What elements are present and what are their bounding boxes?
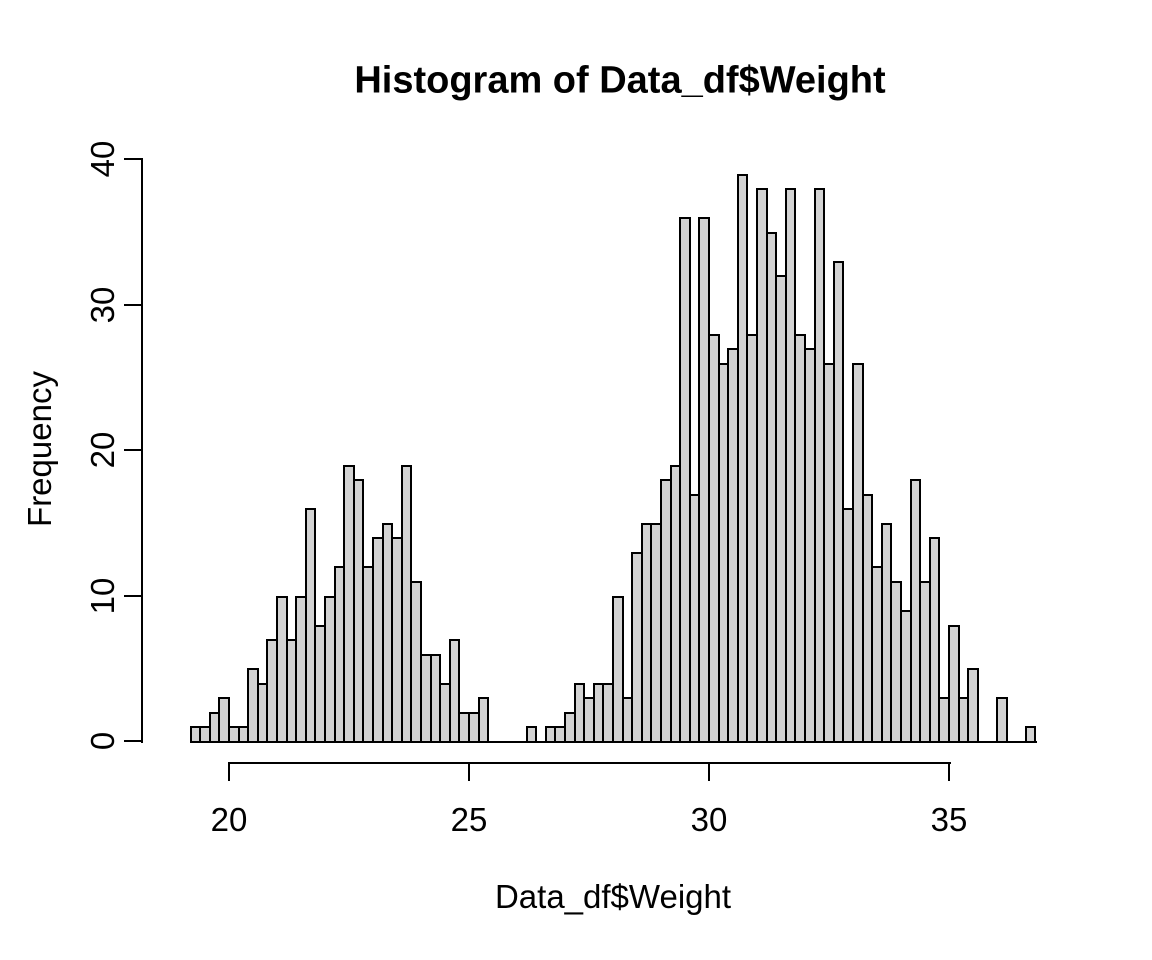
x-tick-label: 20: [210, 801, 248, 838]
histogram-bar: [832, 260, 845, 743]
histogram-bar: [218, 697, 230, 743]
y-tick-label: 0: [84, 731, 121, 751]
y-tick: [124, 594, 141, 597]
histogram-bar: [679, 217, 691, 743]
histogram-bar: [477, 697, 490, 743]
y-axis-line: [141, 158, 143, 743]
histogram-bar: [1024, 726, 1037, 743]
x-tick: [468, 764, 470, 781]
x-tick-label: 35: [930, 801, 968, 838]
y-tick: [124, 158, 141, 160]
histogram-bar: [948, 624, 960, 743]
y-tick-label: 40: [84, 140, 121, 178]
x-tick: [708, 764, 710, 781]
y-tick: [124, 303, 141, 306]
y-tick: [124, 449, 141, 451]
y-tick-label: 10: [84, 577, 121, 614]
x-axis-line: [228, 762, 951, 764]
x-tick-label: 25: [450, 801, 488, 838]
y-tick: [124, 740, 141, 742]
x-tick: [228, 764, 230, 781]
histogram-bar: [996, 697, 1008, 743]
y-tick-label: 30: [84, 286, 121, 323]
histogram-bar: [612, 595, 624, 743]
y-axis-label: Frequency: [21, 371, 58, 527]
histogram-bar: [967, 668, 979, 743]
x-axis-label: Data_df$Weight: [494, 878, 732, 915]
x-tick: [948, 764, 950, 781]
histogram-bar: [448, 639, 461, 743]
x-tick-label: 30: [690, 801, 728, 838]
plot-title: Histogram of Data_df$Weight: [354, 59, 886, 102]
histogram-bar: [928, 537, 941, 743]
histogram-bar: [525, 726, 538, 743]
y-tick-label: 20: [84, 431, 121, 469]
